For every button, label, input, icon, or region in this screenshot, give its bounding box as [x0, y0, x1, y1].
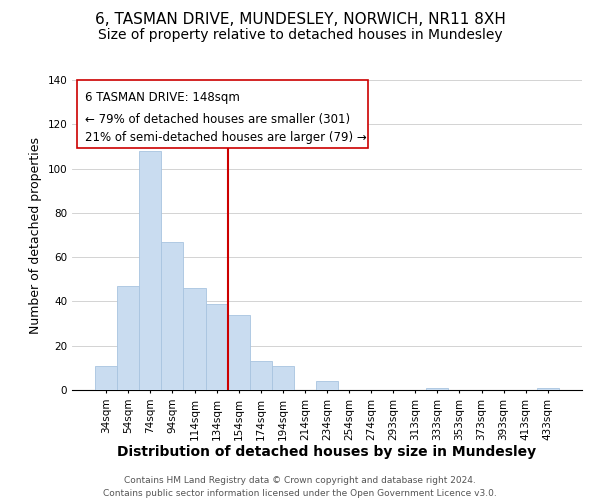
Text: ← 79% of detached houses are smaller (301): ← 79% of detached houses are smaller (30… — [85, 112, 350, 126]
Bar — [272, 366, 294, 390]
Bar — [427, 388, 448, 390]
Bar — [227, 314, 250, 390]
Bar — [316, 381, 338, 390]
X-axis label: Distribution of detached houses by size in Mundesley: Distribution of detached houses by size … — [118, 446, 536, 460]
Text: Contains HM Land Registry data © Crown copyright and database right 2024.
Contai: Contains HM Land Registry data © Crown c… — [103, 476, 497, 498]
Text: 21% of semi-detached houses are larger (79) →: 21% of semi-detached houses are larger (… — [85, 131, 367, 144]
Text: 6 TASMAN DRIVE: 148sqm: 6 TASMAN DRIVE: 148sqm — [85, 91, 239, 104]
Bar — [139, 151, 161, 390]
Bar — [250, 361, 272, 390]
FancyBboxPatch shape — [77, 80, 368, 148]
Bar — [206, 304, 227, 390]
Bar — [161, 242, 184, 390]
Text: 6, TASMAN DRIVE, MUNDESLEY, NORWICH, NR11 8XH: 6, TASMAN DRIVE, MUNDESLEY, NORWICH, NR1… — [95, 12, 505, 28]
Y-axis label: Number of detached properties: Number of detached properties — [29, 136, 42, 334]
Bar — [537, 388, 559, 390]
Bar — [95, 366, 117, 390]
Text: Size of property relative to detached houses in Mundesley: Size of property relative to detached ho… — [98, 28, 502, 42]
Bar — [117, 286, 139, 390]
Bar — [184, 288, 206, 390]
